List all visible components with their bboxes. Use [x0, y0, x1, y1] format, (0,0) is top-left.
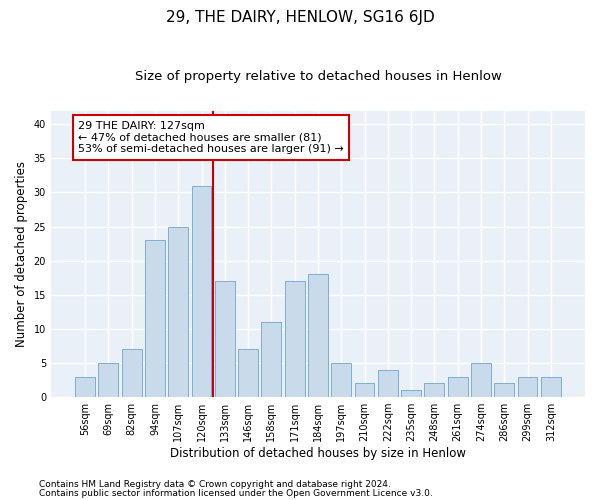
Bar — [308, 274, 328, 397]
Bar — [424, 384, 444, 397]
Bar — [331, 363, 351, 397]
Bar — [75, 376, 95, 397]
Bar — [285, 281, 305, 397]
Bar — [98, 363, 118, 397]
Bar — [518, 376, 538, 397]
Bar — [355, 384, 374, 397]
Bar — [471, 363, 491, 397]
Bar — [401, 390, 421, 397]
Bar — [541, 376, 561, 397]
Bar — [448, 376, 467, 397]
Bar — [215, 281, 235, 397]
Bar — [494, 384, 514, 397]
Bar — [378, 370, 398, 397]
Text: Contains HM Land Registry data © Crown copyright and database right 2024.: Contains HM Land Registry data © Crown c… — [39, 480, 391, 489]
Text: Contains public sector information licensed under the Open Government Licence v3: Contains public sector information licen… — [39, 489, 433, 498]
Bar — [191, 186, 211, 397]
Y-axis label: Number of detached properties: Number of detached properties — [15, 161, 28, 347]
Text: 29, THE DAIRY, HENLOW, SG16 6JD: 29, THE DAIRY, HENLOW, SG16 6JD — [166, 10, 434, 25]
Bar — [238, 350, 258, 397]
Bar — [122, 350, 142, 397]
Bar — [169, 226, 188, 397]
Title: Size of property relative to detached houses in Henlow: Size of property relative to detached ho… — [134, 70, 502, 83]
X-axis label: Distribution of detached houses by size in Henlow: Distribution of detached houses by size … — [170, 447, 466, 460]
Bar — [145, 240, 165, 397]
Text: 29 THE DAIRY: 127sqm
← 47% of detached houses are smaller (81)
53% of semi-detac: 29 THE DAIRY: 127sqm ← 47% of detached h… — [78, 121, 344, 154]
Bar — [262, 322, 281, 397]
